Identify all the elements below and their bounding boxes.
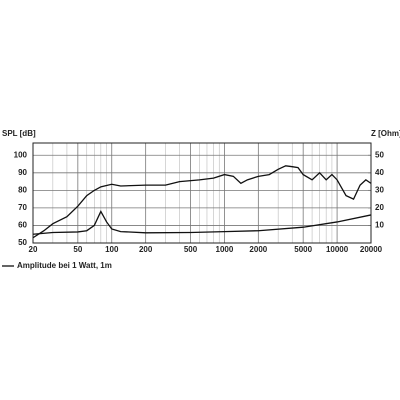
series-line [32, 209, 372, 235]
x-tick-label: 200 [139, 245, 153, 254]
x-tick-label: 100 [105, 245, 119, 254]
y2-tick-label: 30 [375, 185, 384, 194]
x-tick-label: 10000 [326, 245, 349, 254]
y-tick-label: 50 [18, 238, 27, 247]
y2-tick-label: 20 [375, 203, 384, 212]
y2-axis-label: Z [Ohm] [371, 129, 400, 138]
x-tick-label: 20000 [360, 245, 383, 254]
x-tick-label: 50 [73, 245, 82, 254]
x-tick-label: 20 [29, 245, 38, 254]
x-tick-label: 500 [184, 245, 198, 254]
x-tick-label: 1000 [216, 245, 234, 254]
y-tick-label: 60 [18, 221, 27, 230]
y2-tick-label: 50 [375, 150, 384, 159]
legend-label: Amplitude bei 1 Watt, 1m [17, 261, 112, 270]
y-tick-label: 90 [18, 168, 27, 177]
plot-frame [32, 142, 372, 244]
y-axis-label: SPL [dB] [2, 129, 36, 138]
y-tick-label: 80 [18, 185, 27, 194]
x-tick-label: 2000 [249, 245, 267, 254]
y-tick-label: 70 [18, 203, 27, 212]
y-tick-label: 100 [14, 150, 28, 159]
y2-tick-label: 40 [375, 168, 384, 177]
series-line [32, 165, 372, 239]
x-tick-label: 5000 [294, 245, 312, 254]
y2-tick-label: 10 [375, 221, 384, 230]
